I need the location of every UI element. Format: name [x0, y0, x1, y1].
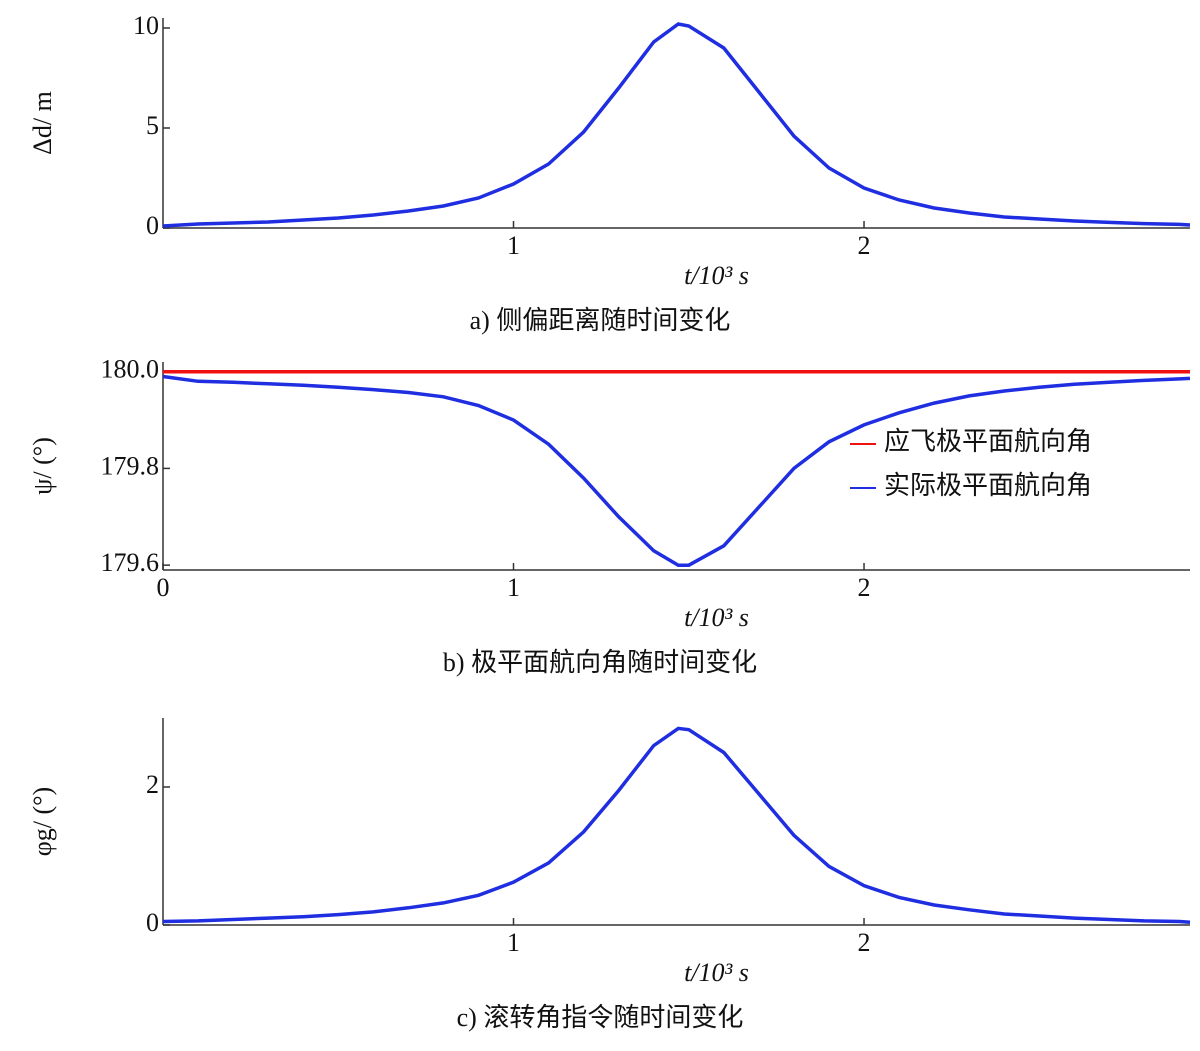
legend-label: 应飞极平面航向角	[884, 427, 1092, 456]
x-tick-label: 0	[157, 573, 170, 602]
x-axis-label: t/10³ s	[684, 958, 749, 987]
y-tick-label: 2	[146, 770, 159, 799]
y-tick-label: 179.8	[101, 451, 160, 480]
y-tick-label: 0	[146, 908, 159, 937]
caption: b) 极平面航向角随时间变化	[443, 648, 757, 677]
y-axis-label: φg/ (°)	[28, 787, 57, 856]
x-axis-label: t/10³ s	[684, 603, 749, 632]
subplot: 0 2 1 2 t/10³ s φg/ (°) c) 滚转角指令随时间变化	[28, 718, 1191, 1032]
x-tick-label: 2	[858, 928, 871, 957]
y-axis-label: ψ/ (°)	[28, 437, 57, 495]
legend-label: 实际极平面航向角	[884, 471, 1092, 500]
data-line	[162, 22, 1191, 228]
caption: c) 滚转角指令随时间变化	[457, 1003, 744, 1032]
x-tick-label: 2	[858, 573, 871, 602]
x-axis-label: t/10³ s	[684, 261, 749, 290]
x-tick-label: 1	[507, 928, 520, 957]
y-tick-label: 0	[146, 211, 159, 240]
x-tick-label: 1	[507, 573, 520, 602]
x-tick-label: 1	[507, 231, 520, 260]
y-tick-label: 5	[146, 111, 159, 140]
data-line	[162, 374, 1191, 567]
x-tick-label: 2	[858, 231, 871, 260]
subplot: 0 5 10 1 2 t/10³ s Δd/ m a) 侧偏距离随时间变化	[28, 11, 1191, 335]
data-line	[162, 726, 1191, 924]
y-tick-label: 180.0	[101, 355, 160, 384]
caption: a) 侧偏距离随时间变化	[470, 306, 731, 335]
y-tick-label: 10	[133, 11, 159, 40]
y-axis-label: Δd/ m	[28, 91, 57, 155]
y-tick-label: 179.6	[101, 548, 160, 577]
